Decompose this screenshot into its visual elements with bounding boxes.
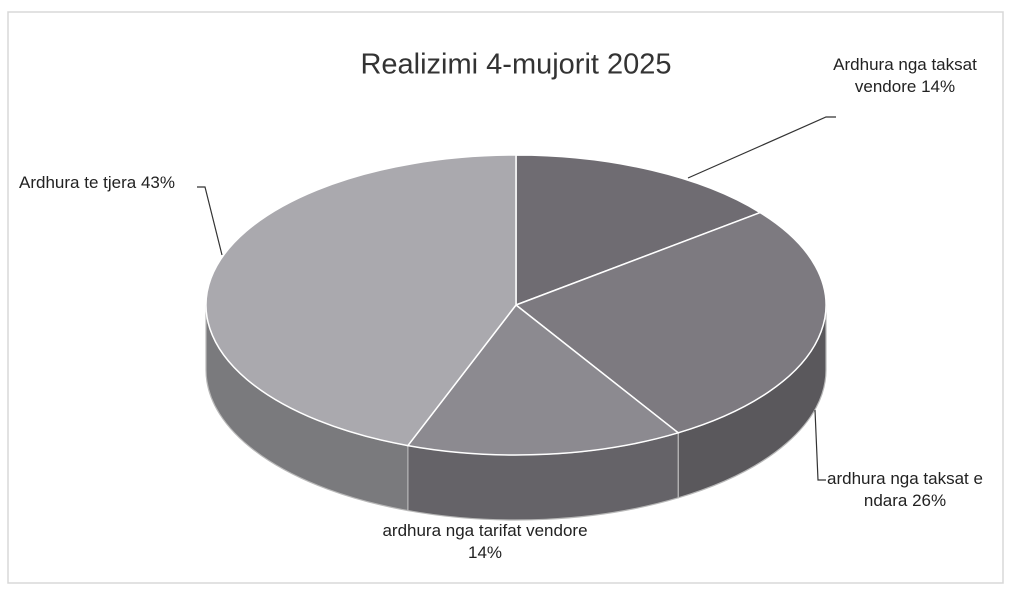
pie — [205, 154, 827, 521]
value-label: 14% — [921, 77, 956, 96]
data-label: Ardhura nga taksat vendore 14% — [820, 54, 990, 98]
leader-line — [687, 116, 836, 179]
pie-slice — [205, 154, 517, 447]
category-label: ardhura nga tarifat vendore — [382, 521, 588, 540]
pie-slice — [514, 211, 827, 434]
leader-line — [814, 409, 826, 481]
value-label: 26% — [912, 491, 947, 510]
category-label: ardhura nga taksat e ndara — [827, 469, 983, 510]
leader-line — [197, 186, 223, 256]
value-label: 14% — [467, 543, 503, 562]
data-label: ardhura nga taksat e ndara 26% — [815, 468, 995, 512]
leader-lines — [197, 116, 836, 481]
category-label: Ardhura nga taksat vendore — [833, 55, 977, 96]
data-label: ardhura nga tarifat vendore 14% — [375, 520, 595, 564]
chart-title: Realizimi 4-mujorit 2025 — [360, 49, 671, 81]
category-label: Ardhura te tjera — [19, 173, 137, 192]
value-label: 43% — [140, 173, 175, 192]
pie-slice — [515, 154, 762, 307]
pie-slice — [406, 303, 680, 456]
data-label: Ardhura te tjera 43% — [12, 172, 182, 194]
